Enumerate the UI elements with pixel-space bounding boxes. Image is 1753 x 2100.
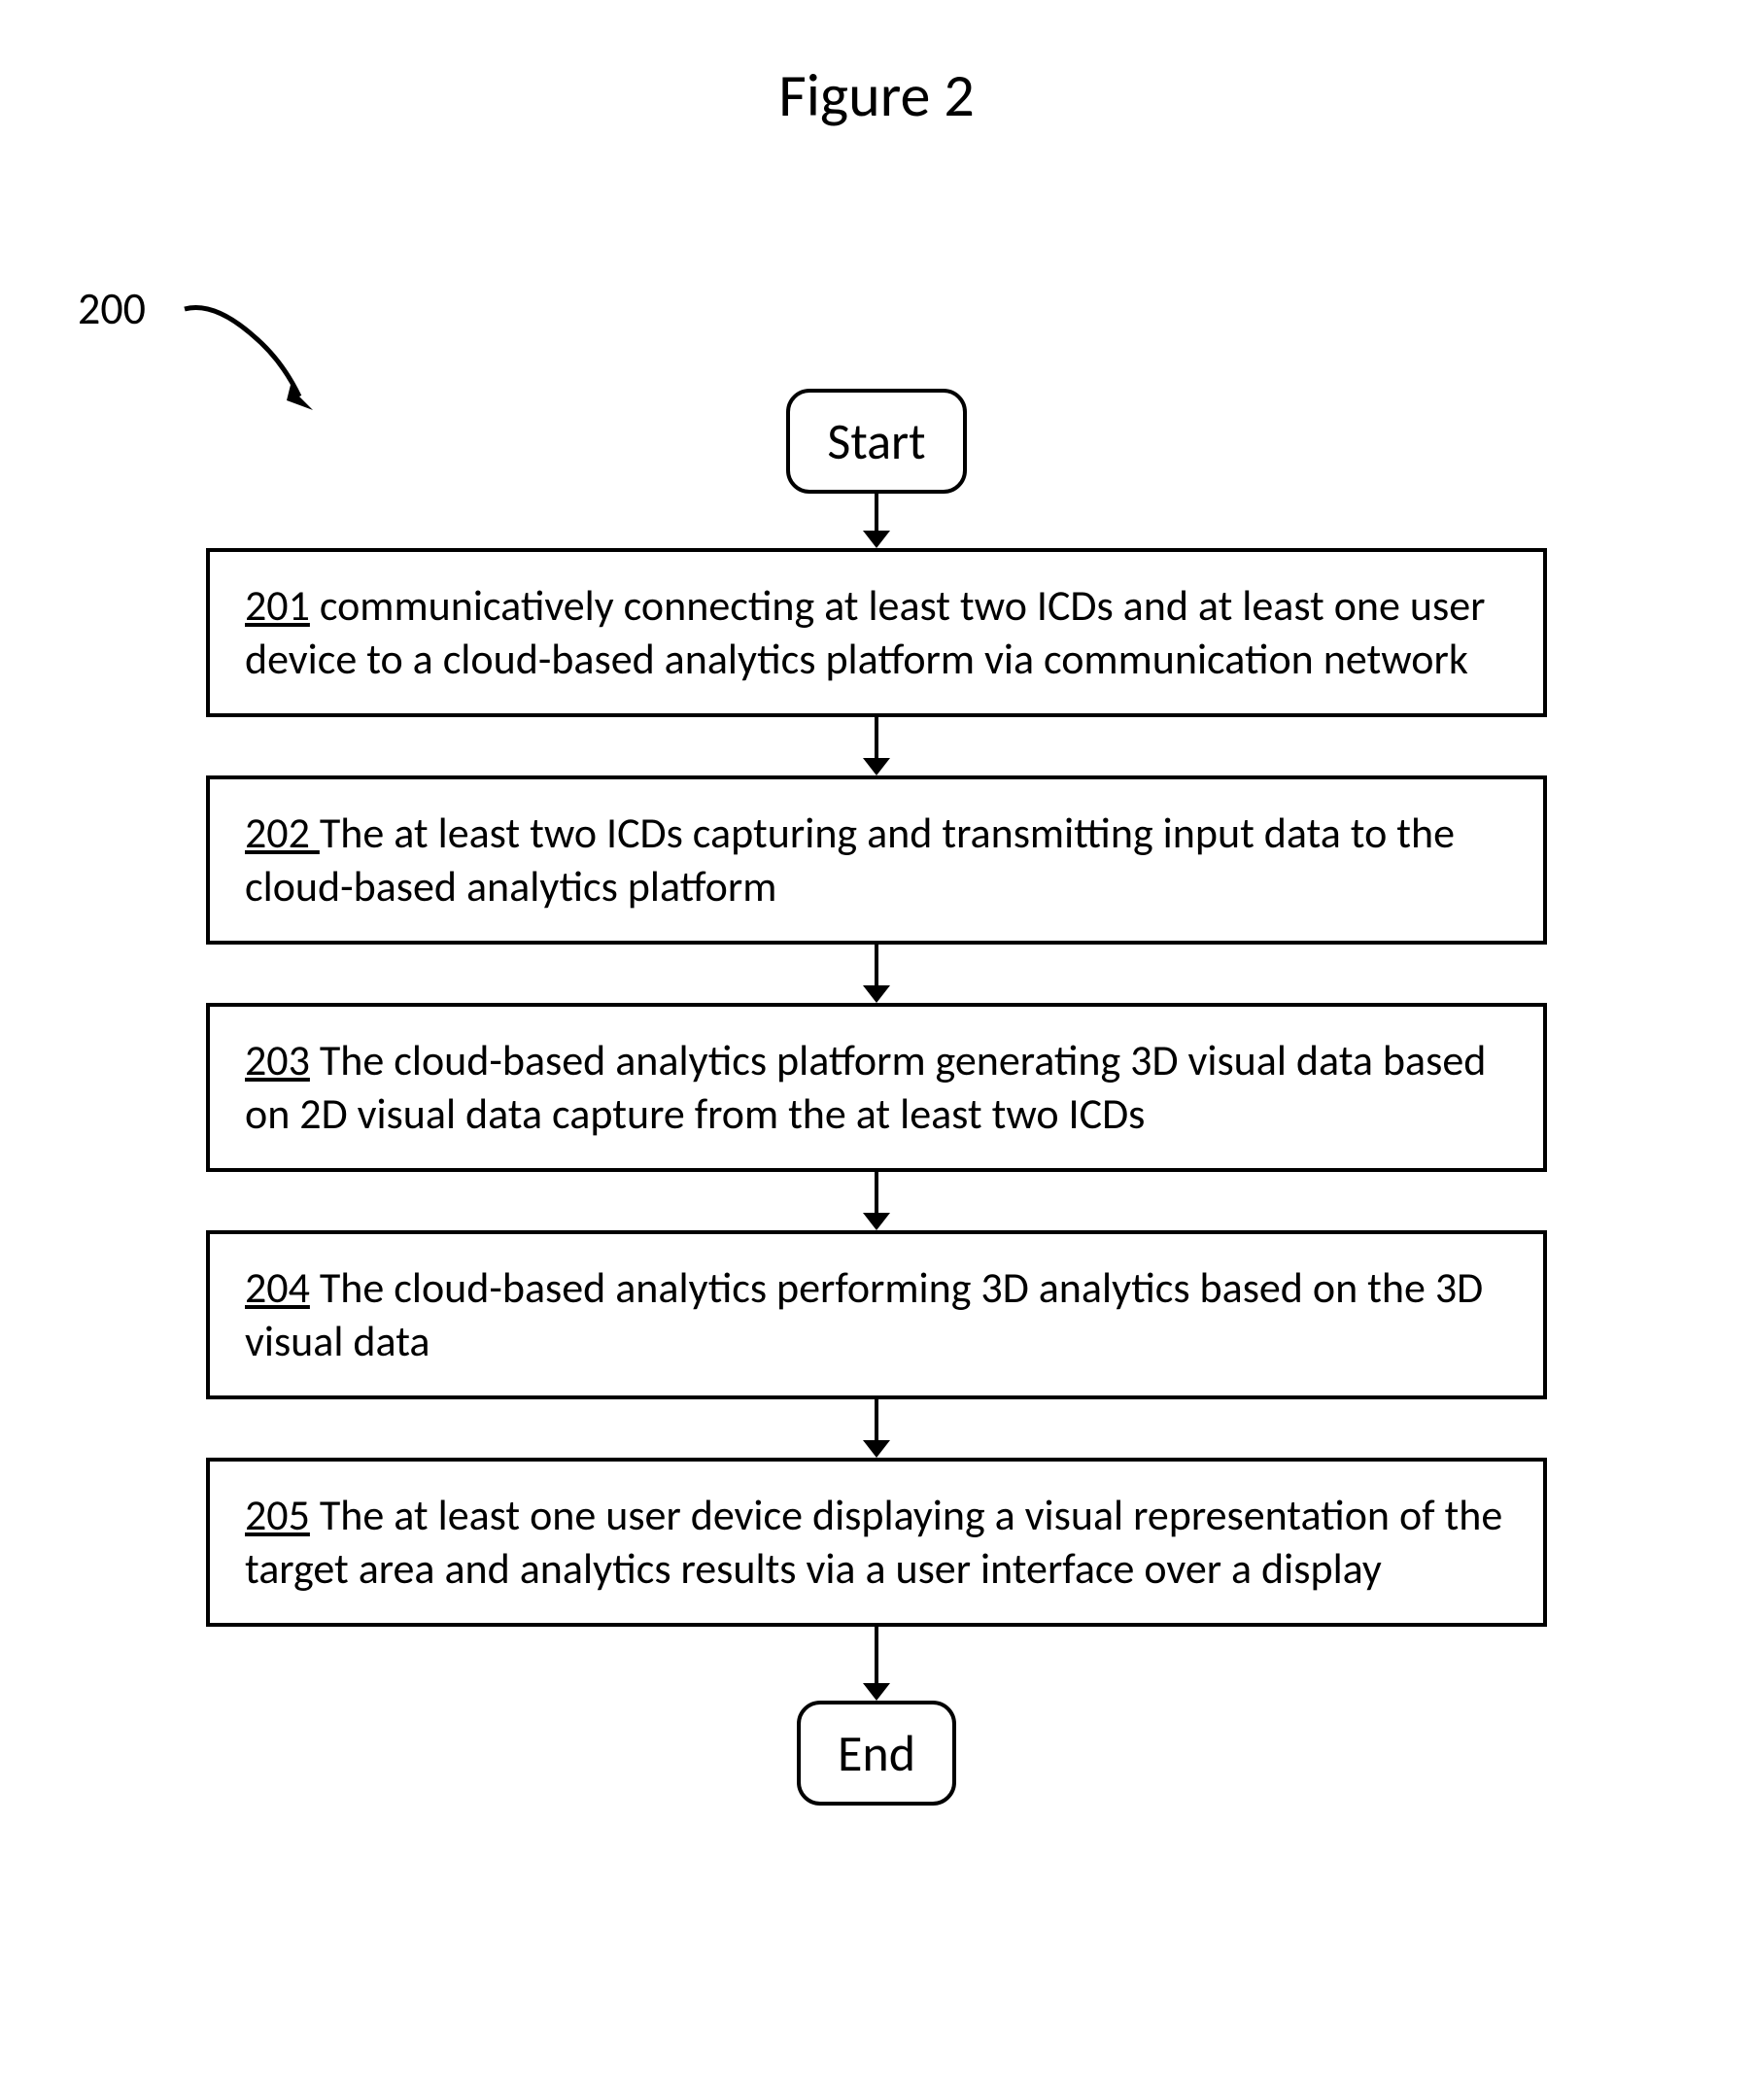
step-text: The cloud-based analytics platform gener… [245, 1034, 1486, 1140]
step-number: 205 [245, 1489, 310, 1541]
process-step-205: 205 The at least one user device display… [206, 1458, 1547, 1627]
reference-number: 200 [78, 282, 146, 336]
step-number: 203 [245, 1034, 310, 1086]
flow-arrow [206, 717, 1547, 775]
flow-arrow [206, 1399, 1547, 1458]
process-step-204: 204 The cloud-based analytics performing… [206, 1230, 1547, 1399]
step-number: 202 [245, 807, 320, 859]
step-text: The at least one user device displaying … [245, 1489, 1502, 1595]
figure-title: Figure 2 [778, 58, 975, 132]
flow-arrow [206, 1172, 1547, 1230]
end-terminal: End [797, 1701, 956, 1806]
step-text: The cloud-based analytics performing 3D … [245, 1261, 1483, 1367]
flow-arrow [206, 945, 1547, 1003]
step-text: communicatively connecting at least two … [245, 579, 1485, 685]
process-step-202: 202 The at least two ICDs capturing and … [206, 775, 1547, 945]
flow-arrow [206, 494, 1547, 548]
step-number: 201 [245, 579, 310, 632]
step-number: 204 [245, 1261, 310, 1314]
start-terminal: Start [786, 389, 966, 494]
process-step-203: 203 The cloud-based analytics platform g… [206, 1003, 1547, 1172]
step-text: The at least two ICDs capturing and tran… [245, 807, 1455, 912]
flowchart-container: Start 201 communicatively connecting at l… [206, 389, 1547, 1806]
flow-arrow [206, 1627, 1547, 1701]
process-step-201: 201 communicatively connecting at least … [206, 548, 1547, 717]
